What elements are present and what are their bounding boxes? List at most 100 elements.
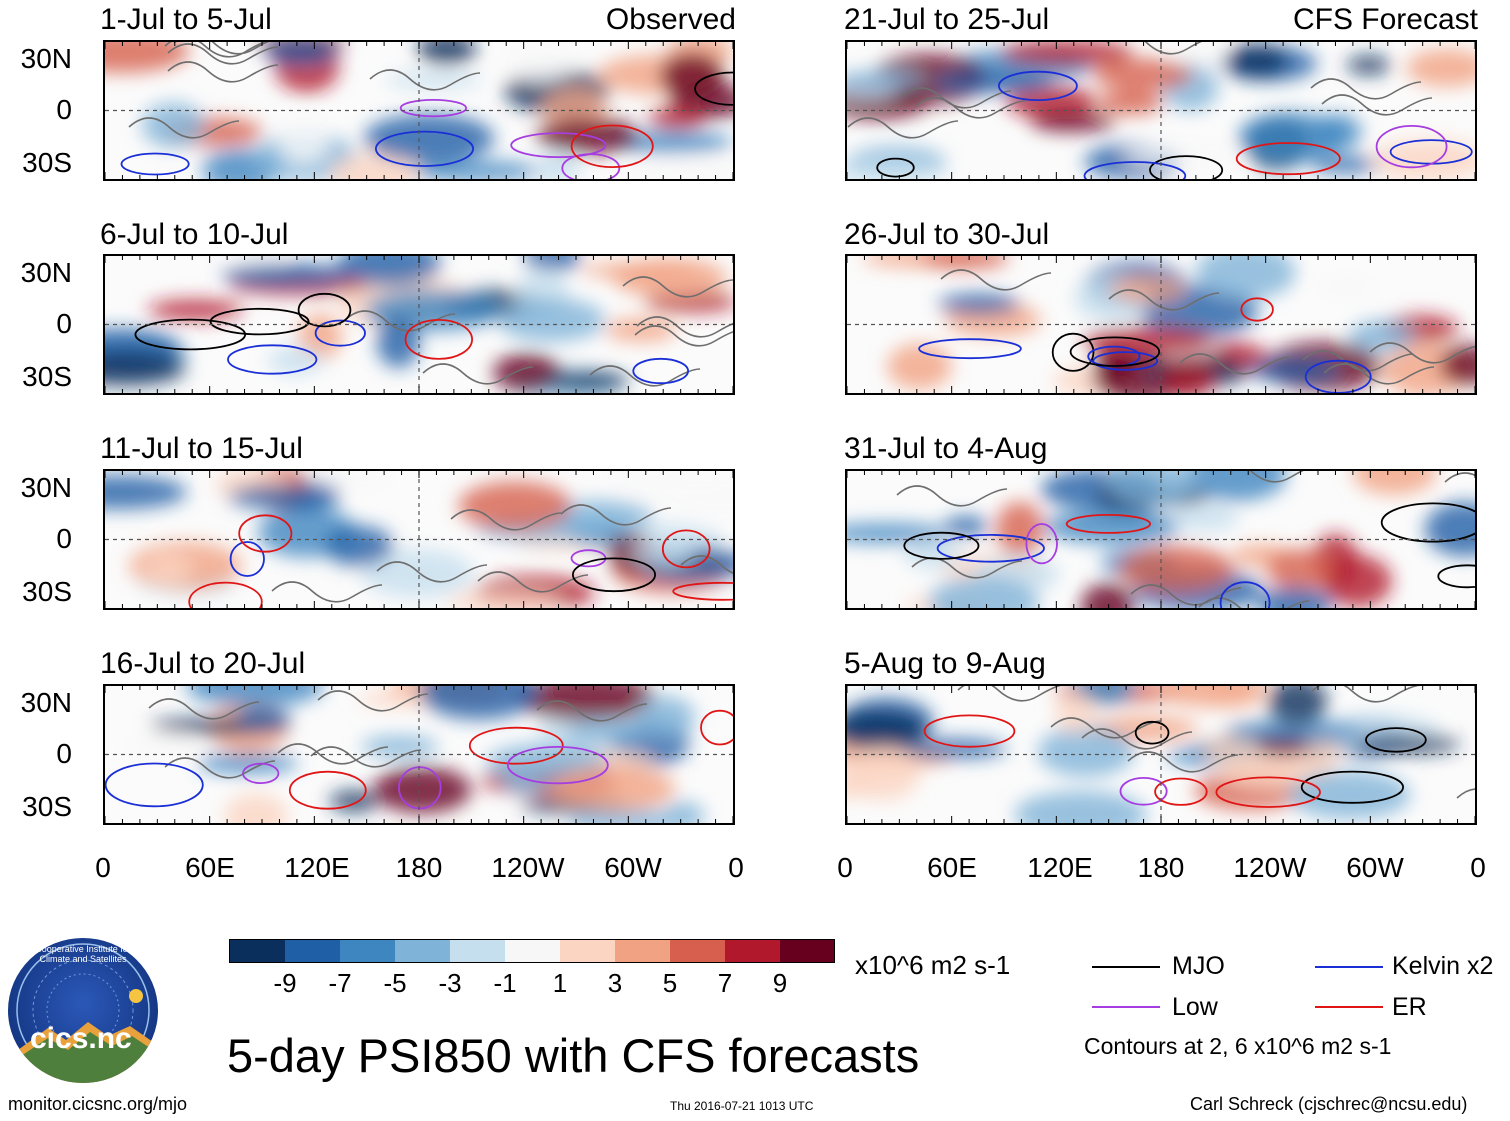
coastline: [477, 571, 589, 593]
map-field-icon: [847, 256, 1475, 393]
anomaly-blob: [524, 256, 582, 272]
anomaly-blob: [1288, 770, 1411, 820]
anomaly-blob: [228, 485, 323, 509]
legend-label-low: Low: [1172, 993, 1218, 1021]
anomaly-blob: [1225, 43, 1289, 78]
anomaly-blob: [995, 501, 1044, 556]
map-panel-observed-3: [103, 469, 735, 610]
contour-ring: [1235, 142, 1341, 176]
contour-ring: [374, 130, 474, 167]
coastline: [167, 43, 279, 65]
anomaly-blob: [373, 766, 472, 814]
map-panel-observed-2: [103, 254, 735, 395]
contour-ring: [1380, 502, 1475, 543]
anomaly-blob: [871, 53, 989, 105]
contour-ring: [468, 726, 564, 765]
lat-label-0: 0: [56, 738, 72, 769]
colorbar-units: x10^6 m2 s-1: [855, 950, 1011, 980]
contour-ring: [923, 714, 1016, 748]
coastline: [536, 700, 648, 722]
lon-label: 0: [728, 852, 744, 883]
anomaly-blob: [1118, 545, 1234, 593]
anomaly-blob: [329, 790, 379, 812]
anomaly-blob: [224, 793, 288, 823]
panel-title-6: 26-Jul to 30-Jul: [844, 218, 1050, 251]
logo-text: cics.nc: [30, 1022, 132, 1055]
coastline: [148, 698, 260, 720]
coastline: [1106, 42, 1202, 55]
anomaly-blob: [1014, 790, 1148, 823]
anomaly-blob: [1000, 42, 1134, 66]
coastline: [310, 746, 422, 768]
contour-ring: [876, 157, 915, 178]
colorbar-label: 1: [552, 968, 568, 998]
contour-ring: [1069, 336, 1161, 367]
contour-ring: [1025, 523, 1058, 565]
anomaly-blob: [847, 747, 921, 801]
anomaly-blob: [364, 114, 495, 163]
coastline: [636, 316, 733, 338]
contour-ring: [188, 581, 263, 608]
anomaly-blob: [938, 293, 1020, 315]
anomaly-blob: [659, 52, 725, 100]
colorbar: -9 -7 -5 -3 -1 1 3 5 7 9: [229, 939, 835, 998]
coastline: [1323, 363, 1435, 385]
colorbar-label: -7: [328, 968, 352, 998]
panel-title-7: 31-Jul to 4-Aug: [844, 432, 1048, 465]
contour-ring: [936, 534, 1045, 563]
contour-ring: [1365, 727, 1427, 753]
coastline: [344, 310, 456, 332]
coastline: [1321, 94, 1433, 116]
map-field-icon: [105, 256, 733, 393]
author-credit: Carl Schreck (cjschrec@ncsu.edu): [1190, 1094, 1468, 1114]
lat-label-30s: 30S: [22, 791, 72, 822]
coastline: [680, 555, 733, 574]
contour-ring: [314, 319, 366, 347]
anomaly-blob: [1157, 686, 1267, 708]
lat-label-30s: 30S: [22, 576, 72, 607]
anomaly-blob: [419, 686, 538, 720]
anomaly-blob: [1080, 582, 1135, 608]
anomaly-blob: [1037, 726, 1135, 777]
colorbar-label: -3: [438, 968, 462, 998]
contour-ring: [238, 514, 293, 553]
contour-ring: [903, 531, 980, 560]
coastline: [847, 117, 959, 139]
coastline: [376, 561, 488, 583]
anomaly-blob: [847, 71, 925, 90]
anomaly-blob: [517, 686, 655, 722]
lon-label: 120W: [1233, 852, 1307, 883]
lon-label: 0: [1470, 852, 1486, 883]
coastline: [1369, 342, 1475, 364]
anomaly-blob: [1169, 504, 1240, 532]
panel-title-8: 5-Aug to 9-Aug: [844, 647, 1046, 680]
anomaly-blob: [123, 737, 202, 758]
legend-line-mjo: [1092, 966, 1160, 968]
map-panel-forecast-4: [845, 684, 1477, 825]
contour-ring: [1215, 776, 1321, 808]
legend-label-mjo: MJO: [1172, 952, 1225, 980]
colorbar-cell: [340, 940, 395, 962]
source-url[interactable]: monitor.cicsnc.org/mjo: [8, 1094, 188, 1114]
colorbar-label: 7: [717, 968, 733, 998]
lon-label: 60E: [185, 852, 235, 883]
anomaly-blob: [546, 371, 630, 391]
anomaly-blob: [417, 42, 477, 66]
contour-ring: [1154, 777, 1208, 806]
anomaly-blob: [1092, 58, 1193, 91]
lon-label: 60W: [604, 852, 662, 883]
lat-label-30n: 30N: [20, 257, 72, 288]
anomaly-blob: [1424, 501, 1475, 557]
anomaly-blob: [1267, 686, 1328, 726]
legend-line-low: [1092, 1006, 1160, 1008]
colorbar-cell: [560, 940, 615, 962]
anomaly-blob: [325, 525, 394, 567]
anomaly-blob: [406, 160, 542, 179]
anomaly-blob: [637, 695, 695, 739]
anomaly-blob: [1406, 48, 1475, 87]
coastline: [173, 42, 269, 55]
lat-label-30n: 30N: [20, 43, 72, 74]
contour-ring: [1134, 720, 1170, 745]
anomaly-blob: [506, 42, 575, 83]
coastline: [1081, 728, 1193, 750]
